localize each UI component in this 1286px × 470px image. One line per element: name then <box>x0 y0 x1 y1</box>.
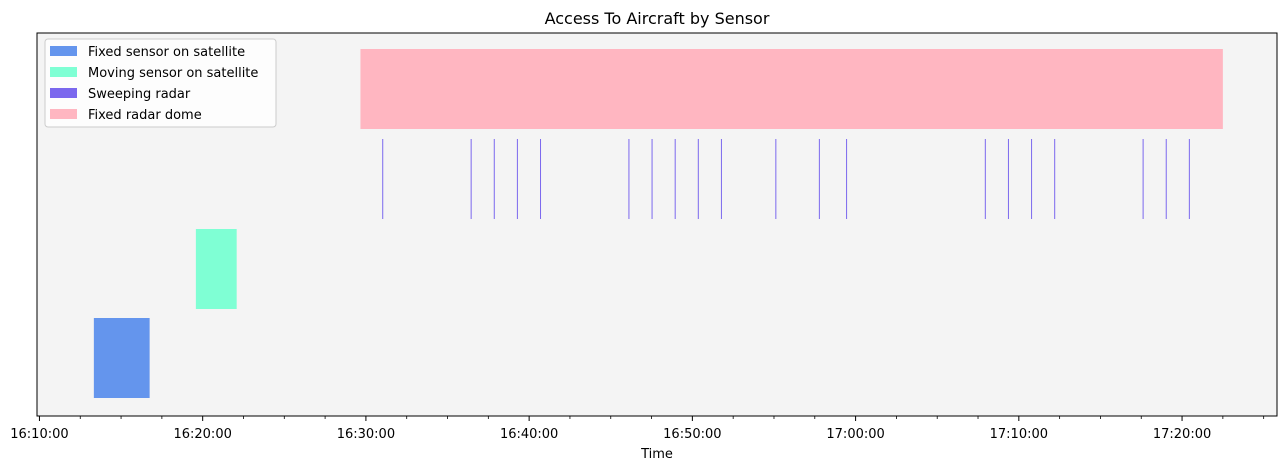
x-tick-label-1: 16:20:00 <box>173 427 231 442</box>
bar-sweeping-radar-18 <box>1165 139 1167 219</box>
x-tick-label-0: 16:10:00 <box>10 427 68 442</box>
legend-label-sweeping-radar: Sweeping radar <box>88 87 191 102</box>
x-tick-label-6: 17:10:00 <box>990 427 1048 442</box>
legend: Fixed sensor on satellite Moving sensor o… <box>44 38 277 128</box>
x-axis: 16:10:00 16:20:00 16:30:00 16:40:00 16:50:00… <box>10 416 1265 442</box>
bar-sweeping-radar-9 <box>720 139 722 219</box>
bar-sweeping-radar-3 <box>516 139 518 219</box>
bar-fixed-radar-dome-0 <box>360 49 1223 129</box>
legend-swatch-moving-sensor-on-satellite <box>50 67 77 77</box>
bar-sweeping-radar-6 <box>651 139 653 219</box>
bar-sweeping-radar-13 <box>984 139 986 219</box>
bar-sweeping-radar-1 <box>470 139 472 219</box>
x-tick-label-4: 16:50:00 <box>663 427 721 442</box>
legend-swatch-fixed-sensor-on-satellite <box>50 46 77 56</box>
bar-sweeping-radar-2 <box>493 139 495 219</box>
legend-swatch-fixed-radar-dome <box>50 109 77 119</box>
legend-box <box>44 38 277 128</box>
x-axis-label: Time <box>640 447 673 462</box>
chart-title: Access To Aircraft by Sensor <box>545 9 770 28</box>
bar-sweeping-radar-12 <box>846 139 848 219</box>
bar-sweeping-radar-4 <box>540 139 542 219</box>
legend-label-fixed-sensor-on-satellite: Fixed sensor on satellite <box>88 45 245 60</box>
bar-sweeping-radar-14 <box>1007 139 1009 219</box>
bar-sweeping-radar-15 <box>1031 139 1033 219</box>
x-tick-label-2: 16:30:00 <box>337 427 395 442</box>
bar-sweeping-radar-16 <box>1054 139 1056 219</box>
bars <box>93 49 1223 398</box>
legend-label-moving-sensor-on-satellite: Moving sensor on satellite <box>88 66 258 81</box>
bar-sweeping-radar-0 <box>382 139 384 219</box>
bar-moving-sensor-on-satellite-0 <box>195 229 237 309</box>
bar-sweeping-radar-17 <box>1142 139 1144 219</box>
x-tick-label-5: 17:00:00 <box>826 427 884 442</box>
x-tick-label-3: 16:40:00 <box>500 427 558 442</box>
bar-sweeping-radar-19 <box>1188 139 1190 219</box>
legend-swatch-sweeping-radar <box>50 88 77 98</box>
x-tick-label-7: 17:20:00 <box>1153 427 1211 442</box>
bar-fixed-sensor-on-satellite-0 <box>93 318 150 398</box>
legend-label-fixed-radar-dome: Fixed radar dome <box>88 108 202 123</box>
bar-sweeping-radar-5 <box>628 139 630 219</box>
bar-sweeping-radar-10 <box>775 139 777 219</box>
bar-sweeping-radar-8 <box>697 139 699 219</box>
bar-sweeping-radar-11 <box>818 139 820 219</box>
bar-sweeping-radar-7 <box>674 139 676 219</box>
